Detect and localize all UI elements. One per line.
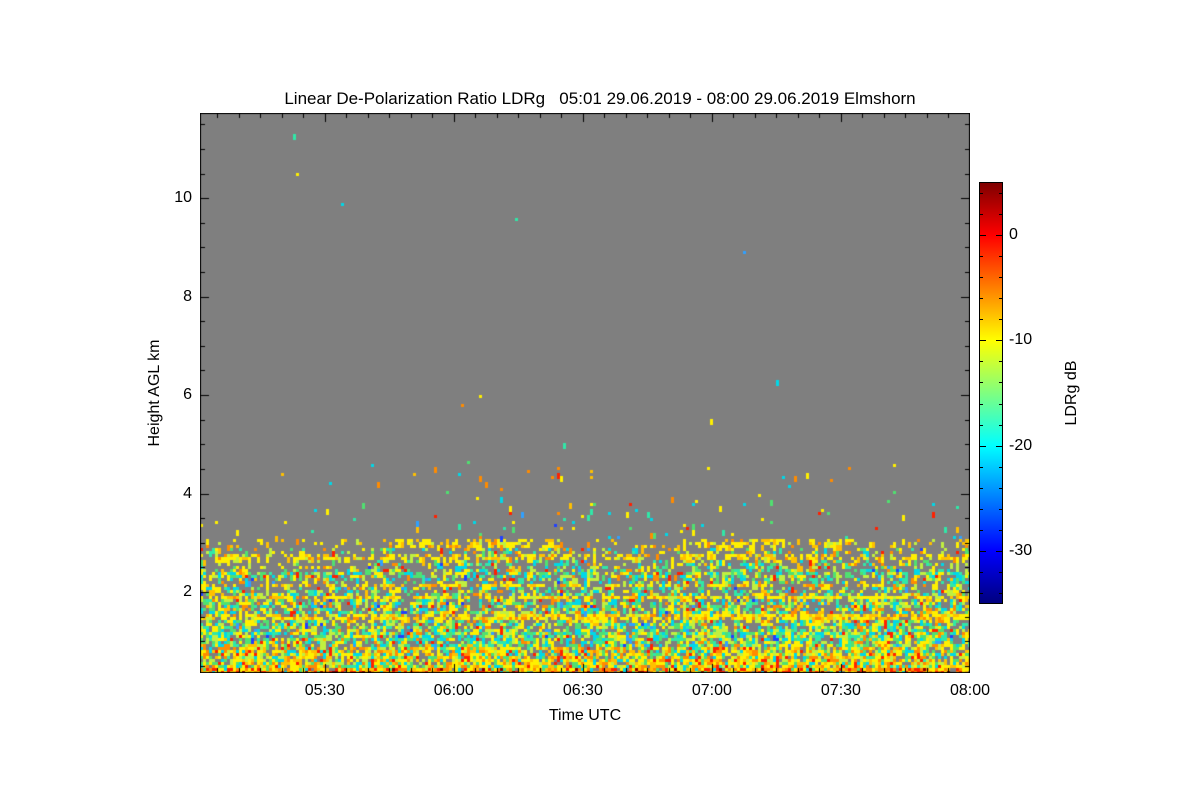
y-tick-10: 10	[174, 189, 192, 207]
colorbar-tickmark	[980, 382, 983, 384]
colorbar-tickmark	[996, 445, 1002, 447]
colorbar-tickmark	[980, 530, 983, 532]
colorbar-tickmark	[980, 487, 983, 489]
colorbar-tickmark	[999, 255, 1002, 257]
colorbar-tickmark	[999, 466, 1002, 468]
colorbar-tickmark	[980, 466, 983, 468]
colorbar-tickmark	[999, 382, 1002, 384]
colorbar-tickmark	[996, 551, 1002, 553]
y-tick-2: 2	[183, 583, 192, 600]
x-tick-08:00: 08:00	[949, 682, 991, 699]
colorbar-tickmark	[980, 340, 986, 342]
colorbar-tickmark	[980, 192, 983, 194]
colorbar-tickmark	[980, 319, 983, 321]
x-axis-label: Time UTC	[548, 707, 622, 724]
colorbar-tickmark	[980, 424, 983, 426]
colorbar-tickmark	[980, 509, 983, 511]
colorbar-tickmark	[999, 403, 1002, 405]
colorbar	[979, 182, 1003, 604]
colorbar-tickmark	[996, 340, 1002, 342]
colorbar-tickmark	[999, 319, 1002, 321]
y-tick-4: 4	[183, 484, 192, 502]
colorbar-tickmark	[999, 213, 1002, 215]
heatmap-canvas	[200, 113, 970, 673]
y-tick-6: 6	[183, 386, 192, 404]
colorbar-tickmark	[999, 192, 1002, 194]
colorbar-tick--10: -10	[1009, 331, 1033, 349]
x-tick-06:30: 06:30	[562, 682, 603, 699]
x-tick-07:00: 07:00	[691, 682, 732, 699]
colorbar-tickmark	[999, 530, 1002, 532]
x-tick-06:00: 06:00	[433, 682, 474, 699]
colorbar-tickmark	[980, 276, 983, 278]
colorbar-tick--30: -30	[1009, 542, 1033, 560]
x-tick-07:30: 07:30	[820, 682, 861, 699]
colorbar-tickmark	[999, 509, 1002, 511]
colorbar-tickmark	[999, 487, 1002, 489]
colorbar-tickmark	[980, 361, 983, 363]
colorbar-tickmark	[999, 276, 1002, 278]
chart-title: Linear De-Polarization Ratio LDRg 05:01 …	[284, 89, 916, 108]
colorbar-tickmark	[999, 298, 1002, 300]
colorbar-tickmark	[980, 213, 983, 215]
colorbar-tickmark	[999, 361, 1002, 363]
colorbar-tick-0: 0	[1009, 225, 1018, 243]
colorbar-tickmark	[980, 551, 986, 553]
colorbar-tickmark	[980, 234, 986, 236]
x-tick-05:30: 05:30	[304, 682, 345, 699]
colorbar-tickmark	[999, 424, 1002, 426]
y-tick-8: 8	[183, 287, 192, 305]
colorbar-tickmark	[980, 593, 983, 595]
colorbar-tickmark	[980, 403, 983, 405]
colorbar-tick--20: -20	[1009, 436, 1033, 454]
colorbar-tickmark	[980, 572, 983, 574]
colorbar-tickmark	[999, 593, 1002, 595]
colorbar-tickmark	[980, 255, 983, 257]
plot-area	[200, 113, 970, 673]
colorbar-tickmark	[996, 234, 1002, 236]
colorbar-tickmark	[999, 572, 1002, 574]
colorbar-tickmark	[980, 298, 983, 300]
colorbar-label-text: LDRg dB	[1063, 360, 1080, 426]
colorbar-tickmark	[980, 445, 986, 447]
